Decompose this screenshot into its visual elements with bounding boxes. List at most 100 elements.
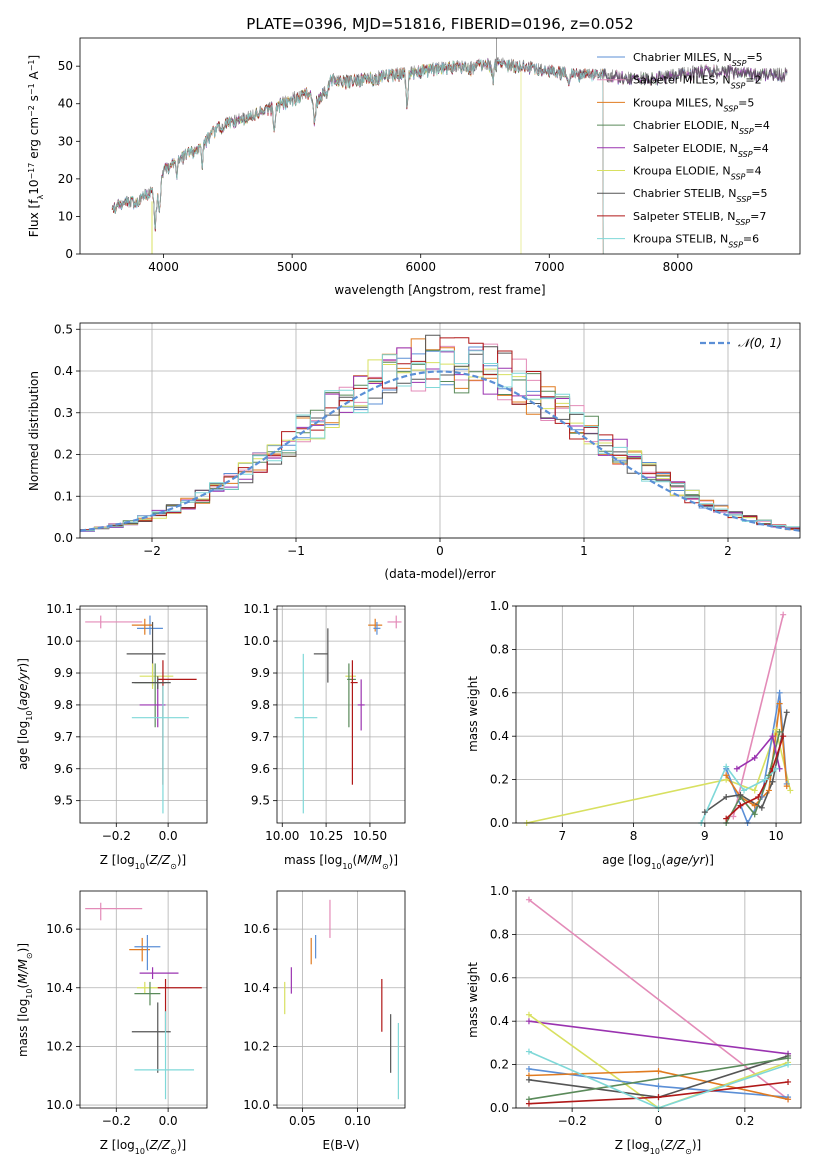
y-axis-label: mass weight <box>466 962 480 1038</box>
weight-marker <box>733 765 740 772</box>
y-tick-label: 10.4 <box>243 981 270 995</box>
plot-area <box>111 38 788 254</box>
x-tick-label: 6000 <box>405 260 436 274</box>
y-tick-label: 9.5 <box>251 794 270 808</box>
x-axis-label: wavelength [Angstrom, rest frame] <box>334 283 545 297</box>
weight-marker <box>655 1068 662 1075</box>
plot-area <box>85 615 197 814</box>
x-tick-label: 0.0 <box>159 829 178 843</box>
y-tick-label: 0.6 <box>490 686 509 700</box>
weight-marker <box>776 689 783 696</box>
panel-age_vs_Z: −0.2 0.0 9.5 9.6 9.7 9.8 9.9 10.0 10.1 Z [log10(Z… <box>16 602 208 871</box>
y-tick-label: 0.8 <box>490 642 509 656</box>
x-tick-label: −2 <box>143 544 161 558</box>
weight-marker <box>773 765 780 772</box>
weight-line <box>528 1014 789 1108</box>
panel-residuals: −2 −1 0 1 2 0.0 0.1 0.2 0.3 0.4 0.5 𝒩(0, 1) (data-mo… <box>27 322 801 581</box>
weight-marker <box>525 1100 532 1107</box>
y-tick-label: 10.0 <box>46 634 73 648</box>
weight-line <box>528 1057 789 1101</box>
x-axis-label: Z [log10(Z/Z⊙)] <box>100 1138 186 1156</box>
weight-marker <box>780 733 787 740</box>
x-tick-label: 7 <box>558 829 566 843</box>
weight-marker <box>765 772 772 779</box>
x-tick-label: 10.25 <box>309 829 343 843</box>
plot-area <box>284 899 399 1100</box>
x-tick-label: 7000 <box>534 260 565 274</box>
weight-marker <box>780 611 787 618</box>
spectrum-model-line <box>111 59 604 254</box>
x-tick-label: 0 <box>655 1114 663 1128</box>
plot-area <box>526 614 792 823</box>
weight-marker <box>655 1083 662 1090</box>
axes-frame <box>79 890 208 1109</box>
y-tick-label: 10 <box>58 209 73 223</box>
y-tick-label: 10.1 <box>243 602 270 616</box>
y-tick-label: 0.4 <box>490 1014 509 1028</box>
weight-marker <box>723 763 730 770</box>
weight-line <box>528 899 789 1100</box>
weight-marker <box>655 1094 662 1101</box>
x-tick-label: 8 <box>630 829 638 843</box>
x-axis-label: age [log10(age/yr)] <box>602 853 714 871</box>
y-tick-label: 0 <box>65 247 73 261</box>
y-tick-label: 0.4 <box>54 364 73 378</box>
y-tick-label: 10.4 <box>46 981 73 995</box>
y-tick-label: 0.8 <box>490 927 509 941</box>
weight-line <box>528 1020 789 1055</box>
panel-weight_vs_Z: −0.2 0 0.2 0.0 0.2 0.4 0.6 0.8 1.0 Z [log10(Z/Z⊙)… <box>466 884 802 1156</box>
weight-marker <box>776 700 783 707</box>
y-tick-label: 9.8 <box>251 698 270 712</box>
weight-marker <box>783 783 790 790</box>
y-tick-label: 9.6 <box>54 762 73 776</box>
y-tick-label: 9.5 <box>54 794 73 808</box>
x-tick-label: 0.10 <box>344 1114 371 1128</box>
plot-area <box>85 902 202 1100</box>
x-tick-label: 0.0 <box>159 1114 178 1128</box>
x-tick-label: 2 <box>724 544 732 558</box>
weight-marker <box>723 815 730 822</box>
y-tick-label: 10.6 <box>243 922 270 936</box>
y-tick-label: 9.9 <box>54 666 73 680</box>
x-tick-label: −0.2 <box>558 1114 587 1128</box>
plot-area <box>80 334 800 534</box>
x-tick-label: −0.2 <box>102 1114 131 1128</box>
weight-line <box>736 734 781 770</box>
legend-entry: Salpeter STELIB, NSSP=7 <box>633 210 766 227</box>
weight-marker <box>525 1011 532 1018</box>
weight-marker <box>730 813 737 820</box>
weight-marker <box>741 787 747 794</box>
weight-marker <box>723 772 730 779</box>
x-axis-label: mass [log10(M/M⊙)] <box>284 853 398 871</box>
y-tick-label: 10.0 <box>243 634 270 648</box>
legend-entry: Kroupa STELIB, NSSP=6 <box>633 233 759 250</box>
axes-frame <box>515 605 802 824</box>
x-axis-label: (data-model)/error <box>384 567 495 581</box>
y-axis-label: mass [log10(M/M⊙)] <box>16 943 34 1057</box>
axes-frame <box>276 605 406 824</box>
y-tick-label: 0.1 <box>54 489 73 503</box>
x-tick-label: 10 <box>768 829 783 843</box>
weight-marker <box>701 809 708 816</box>
y-tick-label: 1.0 <box>490 884 509 898</box>
x-axis-label: E(B-V) <box>322 1138 359 1152</box>
x-tick-label: 8000 <box>663 260 694 274</box>
plot-area <box>294 615 402 814</box>
spectrum-legend: Chabrier MILES, NSSP=5 Salpeter MILES, NS… <box>597 51 770 249</box>
panel-age_vs_mass: 10.00 10.25 10.50 9.5 9.6 9.7 9.8 9.9 10.0 10.1 ma… <box>243 602 406 871</box>
weight-marker <box>783 709 790 716</box>
x-tick-label: 5000 <box>277 260 308 274</box>
weight-marker <box>787 787 794 794</box>
y-tick-label: 9.7 <box>54 730 73 744</box>
x-tick-label: 10.00 <box>265 829 299 843</box>
axes-frame <box>515 890 802 1109</box>
weight-marker <box>765 787 772 794</box>
y-tick-label: 0.4 <box>490 729 509 743</box>
weight-marker <box>751 802 758 809</box>
legend-entry: Kroupa ELODIE, NSSP=4 <box>633 165 762 182</box>
y-tick-label: 0.0 <box>490 1101 509 1115</box>
spectrum-model-line <box>111 58 604 254</box>
axes-frame <box>79 37 801 255</box>
y-tick-label: 50 <box>58 59 73 73</box>
